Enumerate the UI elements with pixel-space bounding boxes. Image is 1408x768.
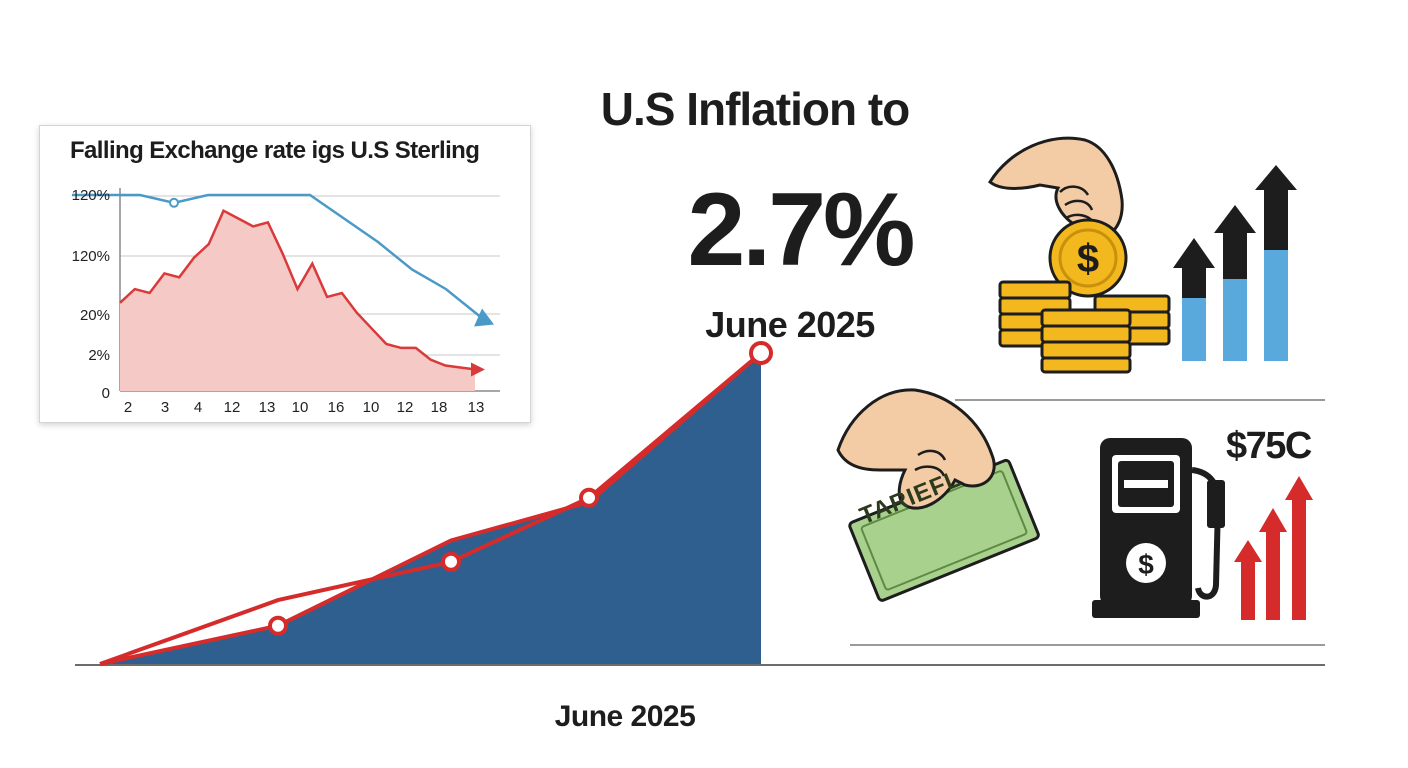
svg-text:$: $: [1077, 237, 1099, 281]
data-point-marker: [268, 615, 288, 636]
exchange-rate-arrowhead: [471, 362, 485, 377]
inset-y-tick-label: 120%: [72, 248, 110, 265]
svg-text:$: $: [1138, 549, 1154, 580]
inset-x-tick-label: 12: [397, 399, 414, 416]
inset-y-tick-label: 0: [102, 385, 110, 402]
headline-inflation-value: 2.7%: [687, 172, 915, 288]
inset-x-tick-label: 10: [292, 399, 309, 416]
inset-x-tick-label: 13: [259, 399, 276, 416]
inset-y-tick-label: 120%: [72, 187, 110, 204]
sterling-arrowhead: [474, 308, 494, 327]
inset-x-tick-label: 2: [124, 399, 132, 416]
divider-lower: [850, 644, 1325, 646]
page-title: U.S Inflation to: [600, 83, 911, 135]
x-axis-label: June 2025: [554, 700, 696, 733]
inset-x-tick-label: 13: [468, 399, 485, 416]
inset-x-tick-label: 18: [431, 399, 448, 416]
exchange-rate-line: [119, 208, 476, 371]
inflation-line-lower: [99, 351, 763, 666]
inset-x-tick-label: 12: [224, 399, 241, 416]
sterling-line: [72, 193, 481, 318]
fuel-price-label: $75C: [1226, 425, 1312, 467]
inset-x-tick-label: 3: [161, 399, 169, 416]
inset-y-tick-label: 2%: [88, 347, 110, 364]
data-point-marker: [749, 341, 773, 365]
inset-chart-title: Falling Exchange rate igs U.S Sterling: [70, 137, 480, 164]
inset-x-tick-label: 4: [194, 399, 202, 416]
inflation-area: [100, 353, 761, 664]
data-point-marker: [441, 551, 461, 572]
inset-y-tick-label: 20%: [80, 307, 110, 324]
headline-period: June 2025: [705, 304, 875, 345]
sterling-marker: [169, 197, 179, 208]
exchange-rate-area: [120, 210, 475, 391]
inset-x-tick-label: 16: [328, 399, 345, 416]
divider-upper: [955, 399, 1325, 401]
inset-x-tick-label: 10: [363, 399, 380, 416]
data-point-marker: [579, 487, 599, 508]
